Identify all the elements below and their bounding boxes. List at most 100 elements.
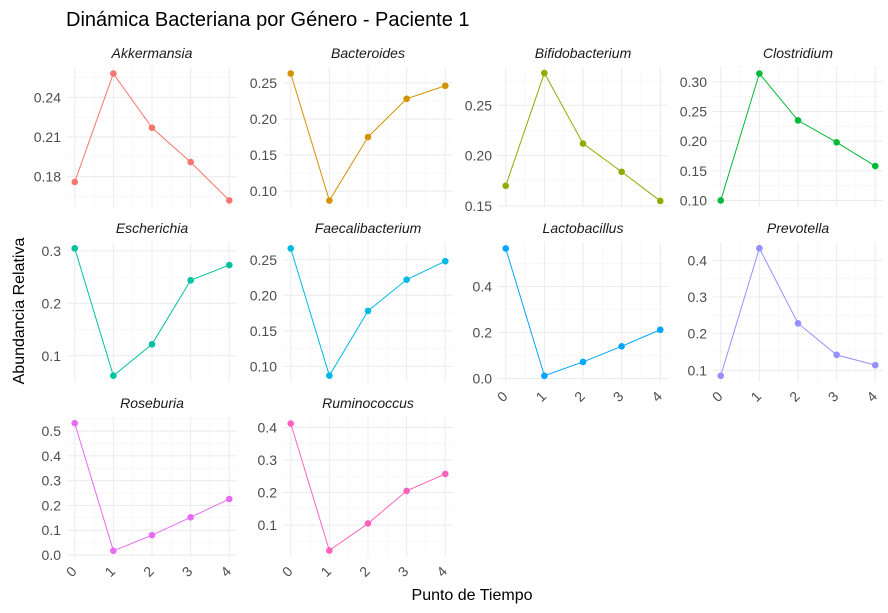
data-point [364,307,372,315]
y-tick-label: 0.15 [250,323,277,339]
facet-strip-label: Prevotella [767,220,829,236]
data-point [871,162,879,170]
data-point [656,197,664,205]
facet-panel-akkermansia: Akkermansia 0.18 0.21 0.24 [34,45,237,207]
data-point [148,124,156,132]
facet-strip-label: Akkermansia [111,45,193,61]
y-tick-label: 0.4 [42,448,62,464]
y-tick-label: 0.21 [34,129,61,145]
data-point [187,158,194,166]
y-tick-label: 0.15 [465,198,492,214]
data-point [717,197,725,204]
data-point [148,340,156,348]
x-tick-label: 2 [786,388,803,405]
data-point [287,245,295,252]
y-tick-label: 0.1 [42,522,62,538]
data-point [225,495,233,503]
facet-panel-faecalibacterium: Faecalibacterium 0.10 0.15 0.20 0.25 [250,220,453,382]
data-point [287,70,295,77]
data-point [326,197,333,204]
y-tick-label: 0.3 [42,243,62,259]
data-point [110,70,117,77]
data-point [225,261,233,269]
data-point [148,531,156,539]
y-tick-label: 0.3 [688,289,708,305]
x-tick-label: 4 [217,563,234,580]
data-point [110,372,117,380]
x-tick-label: 4 [433,563,450,580]
facet-panel-clostridium: Clostridium 0.10 0.15 0.20 0.25 0.30 [680,45,883,208]
y-tick-label: 0.1 [688,362,708,378]
facet-strip-label: Clostridium [763,45,833,61]
data-point [541,372,548,380]
data-point [541,69,548,77]
data-point [618,168,625,176]
data-point [326,372,333,379]
y-tick-label: 0.1 [258,517,278,533]
y-tick-label: 0.2 [473,324,493,340]
y-tick-label: 0.3 [258,452,278,468]
facet-strip-label: Lactobacillus [543,220,624,236]
y-tick-label: 0.20 [680,133,707,149]
y-tick-label: 0.10 [250,183,277,199]
x-tick-label: 0 [494,388,511,405]
y-tick-label: 0.25 [250,75,277,91]
data-point [364,133,372,141]
y-tick-label: 0.15 [250,147,277,163]
x-tick-label: 3 [395,563,412,580]
y-tick-label: 0.0 [42,547,62,563]
data-point [833,139,840,146]
y-tick-label: 0.4 [473,278,493,294]
x-tick-label: 4 [863,388,880,405]
y-tick-label: 0.25 [250,252,277,268]
data-point [287,420,295,427]
x-tick-label: 4 [648,388,665,405]
data-point [364,520,372,527]
y-tick-label: 0.2 [258,485,278,501]
data-point [618,343,625,350]
facet-strip-label: Ruminococcus [322,395,414,411]
facet-strip-label: Bacteroides [331,45,405,61]
y-tick-label: 0.30 [680,74,707,90]
data-point [225,197,233,204]
y-tick-label: 0.2 [42,295,62,311]
data-point [441,470,449,478]
x-tick-label: 2 [571,388,588,405]
y-tick-label: 0.10 [250,358,277,374]
facet-strip-label: Faecalibacterium [315,220,422,236]
facet-panel-roseburia: Roseburia 0.0 0.1 0.2 0.3 0.4 0.5 0 1 2 3 4 [42,395,237,580]
y-tick-label: 0.24 [34,89,61,105]
facet-panel-escherichia: Escherichia 0.1 0.2 0.3 [42,220,237,382]
facet-strip-label: Bifidobacterium [535,45,632,61]
data-point [656,326,664,334]
data-point [794,117,802,124]
data-point [717,372,725,380]
x-tick-label: 3 [825,388,842,405]
data-point [833,351,840,359]
data-point [403,276,410,283]
x-tick-label: 1 [101,563,118,580]
y-tick-label: 0.1 [42,348,62,364]
y-tick-label: 0.25 [465,97,492,113]
facet-panel-prevotella: Prevotella 0.1 0.2 0.3 0.4 0 1 2 3 4 [688,220,883,405]
x-tick-label: 3 [610,388,627,405]
data-point [502,182,510,190]
x-tick-label: 2 [356,563,373,580]
x-axis-title: Punto de Tiempo [412,587,533,604]
data-point [71,419,79,427]
y-tick-label: 0.10 [680,192,707,208]
x-tick-label: 1 [532,388,549,405]
data-point [871,361,879,369]
data-point [187,276,194,284]
x-tick-label: 0 [709,388,726,405]
x-tick-label: 3 [179,563,196,580]
data-point [326,547,333,554]
x-tick-label: 2 [140,563,157,580]
data-point [110,547,117,555]
chart-title: Dinámica Bacteriana por Género - Pacient… [66,9,470,31]
y-tick-label: 0.20 [465,148,492,164]
data-point [71,244,79,252]
data-point [794,320,802,327]
data-point [71,178,79,186]
